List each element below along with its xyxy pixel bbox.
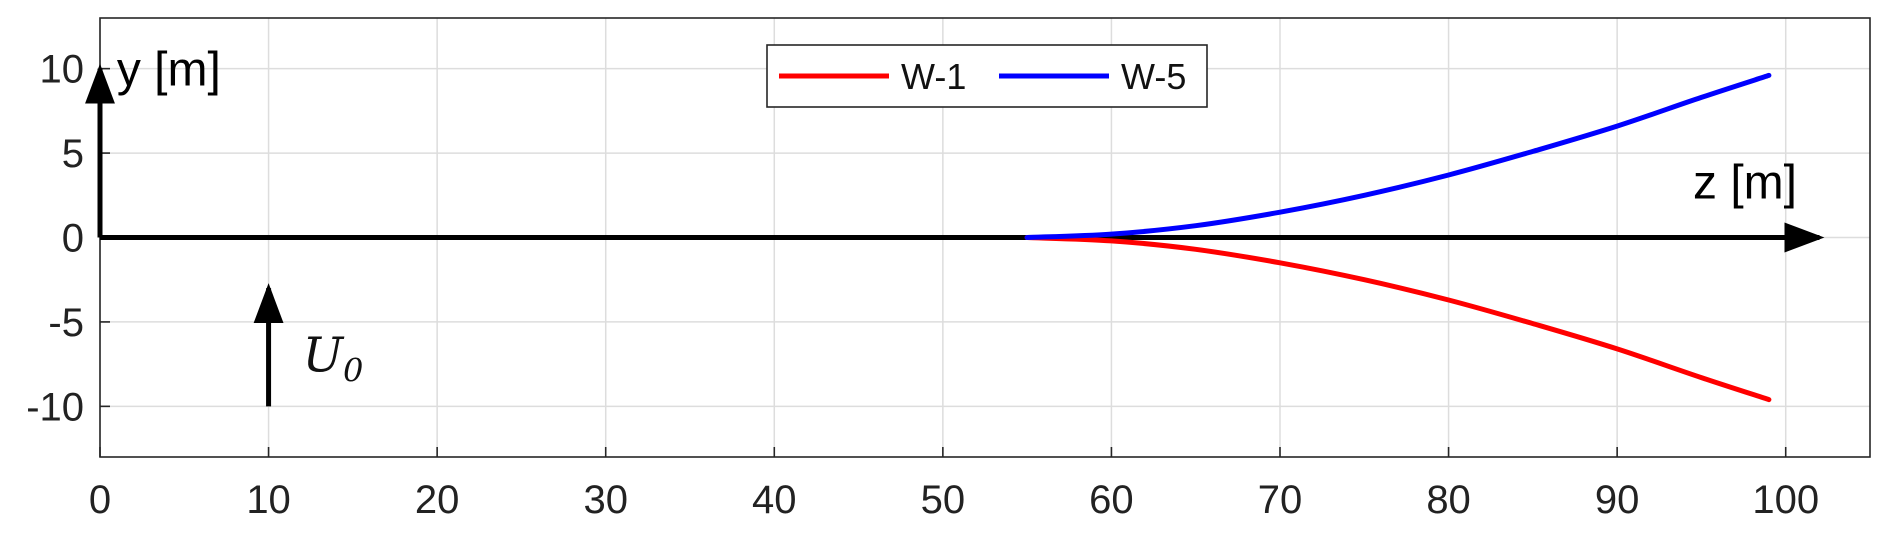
x-tick-label: 70	[1258, 478, 1303, 522]
x-tick-label: 90	[1595, 478, 1640, 522]
x-tick-label: 100	[1752, 478, 1819, 522]
legend-label-w-1: W-1	[901, 56, 966, 97]
y-tick-label: 0	[62, 217, 84, 261]
x-tick-label: 20	[415, 478, 460, 522]
annotations: U0 y [m] z [m]	[85, 44, 1825, 407]
series-line-w-1	[1024, 235, 1772, 403]
x-tick-label: 80	[1426, 478, 1471, 522]
u0-label: U0	[303, 328, 364, 390]
u0-label-main: U	[303, 328, 345, 384]
x-tick-label: 40	[752, 478, 797, 522]
y-tick-label: -10	[26, 385, 84, 429]
x-tick-label: 0	[89, 478, 111, 522]
series	[1024, 72, 1772, 403]
series-line-w-5	[1024, 72, 1772, 240]
x-tick-label: 10	[246, 478, 291, 522]
y-axis-title: y [m]	[117, 44, 221, 97]
u0-label-sub: 0	[343, 352, 363, 390]
x-axis-ticks: 0 10 20 30 40 50 60 70 80 90 100	[89, 447, 1819, 522]
legend: W-1 W-5	[766, 44, 1208, 108]
x-tick-label: 60	[1089, 478, 1134, 522]
legend-label-w-5: W-5	[1121, 56, 1186, 97]
x-tick-label: 30	[583, 478, 628, 522]
x-axis-title: z [m]	[1693, 157, 1797, 210]
y-tick-label: -5	[48, 301, 84, 345]
y-axis-ticks: -10 -5 0 5 10	[26, 48, 110, 429]
y-tick-label: 5	[62, 132, 84, 176]
x-tick-label: 50	[921, 478, 966, 522]
y-tick-label: 10	[40, 48, 85, 92]
